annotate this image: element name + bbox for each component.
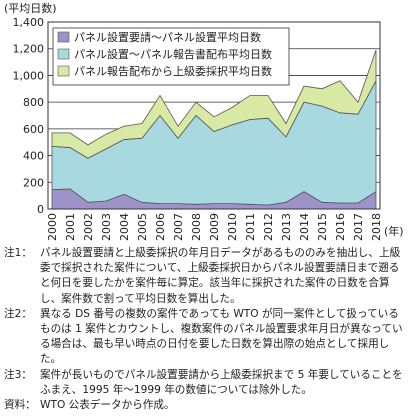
note-text: WTO 公表データから作成。: [40, 399, 175, 412]
y-tick-label: 1,000: [13, 69, 45, 82]
x-tick-label: 2014: [298, 213, 311, 241]
note-text: 異なる DS 番号の複数の案件であっても WTO が同一案件として扱っているもの…: [40, 307, 403, 366]
x-tick-label: 2005: [136, 213, 149, 241]
x-tick-label: 2004: [118, 213, 131, 241]
x-tick-label: 2002: [82, 213, 95, 241]
note-label: 注1：: [4, 247, 32, 259]
legend-swatch: [57, 31, 70, 43]
x-tick-label: 2015: [316, 213, 329, 241]
note-label: 資料：: [4, 399, 36, 412]
x-tick-label: 2008: [190, 213, 203, 241]
x-tick-label: 2006: [154, 213, 167, 241]
x-tick-label: 2011: [244, 213, 257, 241]
x-axis-label: (年): [384, 224, 404, 238]
legend-swatch: [57, 48, 70, 60]
y-tick-label: 800: [23, 96, 44, 109]
x-tick-label: 2017: [352, 213, 365, 241]
x-tick-label: 2018: [370, 213, 383, 241]
note-label: 注3：: [4, 368, 32, 381]
y-tick-label: 200: [23, 176, 44, 189]
chart: (平均日数) (年) 0 200 400 600 800 1,000 1,200 1,400 2…: [4, 2, 404, 241]
y-tick-label: 1,200: [13, 43, 45, 56]
y-tick-label: 600: [23, 123, 44, 136]
note: 注1： パネル設置要請と上級委採択の年月日データがあるもののみを抽出し、上級委で採…: [4, 246, 409, 307]
note-text: パネル設置要請と上級委採択の年月日データがあるもののみを抽出し、上級委で採択され…: [40, 247, 401, 305]
x-tick-label: 2010: [226, 213, 239, 241]
note-text: 案件が長いものでパネル設置要請から上級委採択まで 5 年要していることをふまえ、…: [40, 368, 403, 396]
note: 注2： 異なる DS 番号の複数の案件であっても WTO が同一案件として扱ってい…: [4, 307, 409, 368]
x-tick-label: 2012: [262, 213, 275, 241]
notes: 注1： パネル設置要請と上級委採択の年月日データがあるもののみを抽出し、上級委で採…: [4, 246, 409, 413]
x-tick-label: 2000: [46, 213, 59, 241]
legend-label: パネル設置～パネル報告書配布平均日数: [74, 47, 272, 61]
legend-swatch: [57, 65, 70, 77]
x-tick-label: 2009: [208, 213, 221, 241]
x-tick-label: 2007: [172, 213, 185, 241]
y-tick-label: 0: [37, 203, 44, 216]
x-tick-label: 2016: [334, 213, 347, 241]
note: 資料： WTO 公表データから作成。: [4, 398, 409, 413]
y-axis-label: (平均日数): [4, 2, 57, 15]
legend: [52, 27, 290, 86]
y-tick-label: 1,400: [13, 16, 45, 29]
note: 注3： 案件が長いものでパネル設置要請から上級委採択まで 5 年要していることをふ…: [4, 368, 409, 398]
legend-label: パネル設置要請～パネル設置平均日数: [74, 30, 261, 44]
note-label: 注2：: [4, 307, 32, 320]
x-tick-label: 2003: [100, 213, 113, 241]
legend-label: パネル報告配布から上級委採択平均日数: [74, 64, 272, 78]
x-tick-label: 2001: [64, 213, 77, 241]
x-tick-label: 2013: [280, 213, 293, 241]
area: [51, 49, 377, 159]
y-tick-label: 400: [23, 150, 44, 163]
